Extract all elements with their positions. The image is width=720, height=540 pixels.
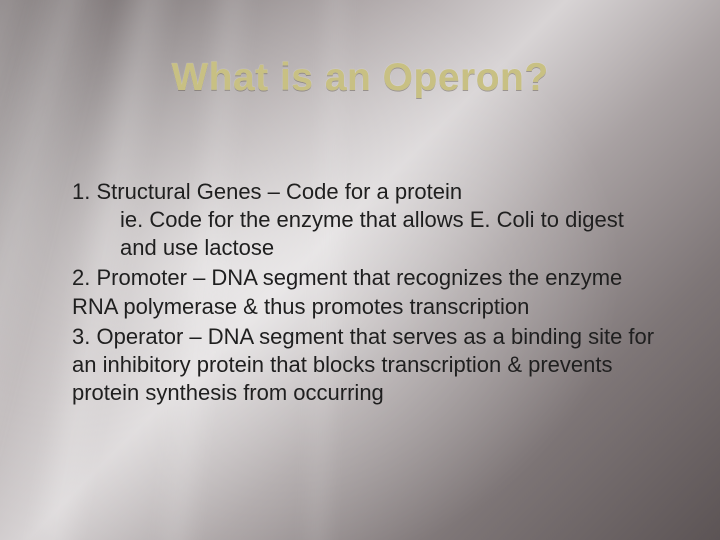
list-item-lead-text: Operator – DNA segment that serves as a … (72, 324, 654, 405)
list-item: 2. Promoter – DNA segment that recognize… (72, 264, 666, 320)
list-item-lead: 2. Promoter – DNA segment that recognize… (72, 264, 666, 320)
list-item-lead: 3. Operator – DNA segment that serves as… (72, 323, 666, 407)
list-item-number: 1. (72, 179, 90, 204)
list-item: 1. Structural Genes – Code for a protein… (72, 178, 666, 262)
slide: What is an Operon? 1. Structural Genes –… (0, 0, 720, 540)
slide-body: 1. Structural Genes – Code for a protein… (72, 178, 666, 409)
list-item: 3. Operator – DNA segment that serves as… (72, 323, 666, 407)
list-item-number: 3. (72, 324, 90, 349)
list-item-sub: ie. Code for the enzyme that allows E. C… (72, 206, 666, 262)
slide-title: What is an Operon? (0, 56, 720, 100)
list-item-lead: 1. Structural Genes – Code for a protein (72, 178, 666, 206)
list-item-lead-text: Promoter – DNA segment that recognizes t… (72, 265, 622, 318)
list-item-lead-text: Structural Genes – Code for a protein (96, 179, 462, 204)
list-item-number: 2. (72, 265, 90, 290)
